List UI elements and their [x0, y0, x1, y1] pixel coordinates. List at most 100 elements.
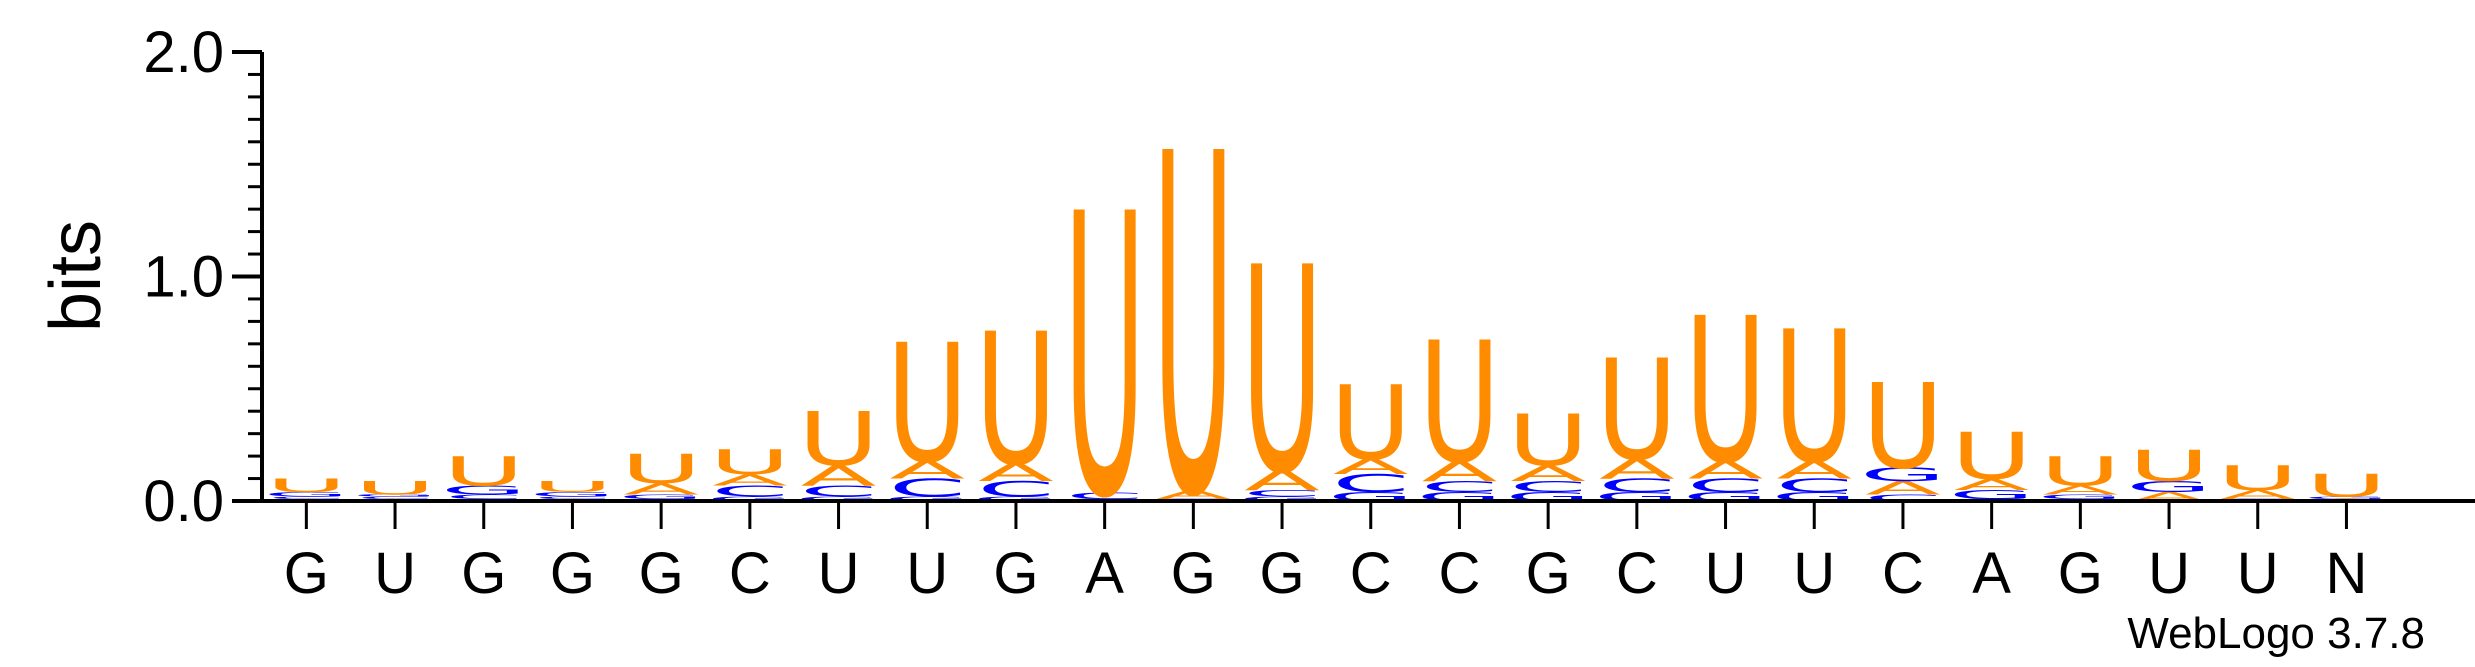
logo-letter-u: U: [1596, 330, 1677, 491]
logo-letter-u: U: [532, 478, 613, 496]
logo-letter-g: G: [352, 494, 438, 498]
logo-letter-u: U: [2306, 468, 2387, 504]
logo-letter-u: U: [1774, 293, 1855, 504]
logo-letter-u: U: [975, 295, 1056, 506]
logo-letter-c: C: [1687, 475, 1765, 497]
logo-letter-a: A: [2220, 487, 2296, 501]
weblogo-version: WebLogo 3.7.8: [2127, 609, 2425, 658]
logo-letter-u: U: [1862, 359, 1943, 495]
x-tick-label: U: [906, 541, 948, 606]
logo-letter-c: C: [800, 482, 878, 500]
logo-letter-a: A: [623, 480, 699, 498]
x-tick-label: C: [1882, 541, 1924, 606]
logo-letter-c: C: [1243, 488, 1321, 499]
logo-letter-g: G: [707, 495, 793, 502]
logo-letter-g: G: [441, 483, 527, 497]
logo-letter-u: U: [1685, 276, 1766, 508]
logo-letter-u: U: [620, 446, 701, 492]
logo-letter-g: G: [618, 493, 704, 500]
logo-letter-g: G: [2303, 496, 2389, 500]
logo-letter-c: C: [977, 477, 1055, 502]
x-tick-label: U: [374, 541, 416, 606]
x-tick-label: G: [1526, 541, 1571, 606]
logo-letter-a: A: [1865, 477, 1941, 499]
logo-letter-c: C: [1509, 478, 1587, 496]
logo-letter-u: U: [266, 475, 347, 497]
letter-stacks: ACGUACGUACGUACGUCGAUGCAUGCAUGCAUGCAUGCUG…: [263, 58, 2389, 601]
logo-letter-u: U: [2040, 448, 2121, 494]
logo-letter-c: C: [1421, 478, 1499, 496]
logo-letter-g: G: [529, 491, 615, 498]
x-tick-label: G: [639, 541, 684, 606]
x-tick-label: N: [2326, 541, 2368, 606]
logo-letter-c: C: [268, 496, 346, 500]
x-tick-label: G: [2058, 541, 2103, 606]
logo-letter-g: G: [1860, 464, 1946, 486]
logo-letter-c: C: [1864, 492, 1942, 503]
logo-letter-u: U: [1951, 420, 2032, 495]
logo-letter-g: G: [796, 495, 882, 502]
logo-letter-a: A: [889, 456, 965, 485]
logo-letter-a: A: [1333, 454, 1409, 479]
x-tick-label: A: [1085, 541, 1124, 606]
logo-letter-g: G: [2037, 493, 2123, 500]
logo-letter-a: A: [1688, 456, 1764, 485]
logo-letter-u: U: [887, 310, 968, 499]
logo-letter-a: A: [1776, 456, 1852, 485]
logo-letter-c: C: [1066, 490, 1144, 501]
logo-letter-c: C: [445, 493, 523, 500]
logo-letter-g: G: [263, 491, 349, 498]
x-tick-label: G: [461, 541, 506, 606]
x-tick-label: U: [1705, 541, 1747, 606]
logo-letter-u: U: [1507, 400, 1588, 482]
logo-letter-g: G: [2126, 478, 2212, 496]
logo-letter-a: A: [1599, 453, 1675, 485]
x-tick-label: G: [993, 541, 1038, 606]
x-tick-label: G: [284, 541, 329, 606]
x-tick-label: C: [729, 541, 771, 606]
logo-letter-c: C: [1332, 469, 1410, 498]
y-tick-label: 0.0: [143, 469, 224, 534]
logo-letter-u: U: [354, 477, 435, 499]
logo-letter-u: U: [798, 397, 879, 483]
logo-letter-a: A: [1421, 455, 1497, 487]
logo-letter-c: C: [711, 482, 789, 500]
x-tick-label: G: [550, 541, 595, 606]
y-axis-label: bits: [36, 220, 116, 332]
logo-letter-u: U: [2128, 441, 2209, 491]
y-tick-label: 2.0: [143, 20, 224, 85]
logo-letter-a: A: [1510, 461, 1586, 486]
logo-letter-u: U: [2217, 459, 2298, 498]
x-tick-label: A: [1972, 541, 2011, 606]
y-ticks: 0.0 1.0 2.0: [143, 20, 262, 534]
logo-letter-a: A: [978, 458, 1054, 487]
logo-letter-u: U: [1330, 365, 1411, 483]
logo-letter-g: G: [1949, 487, 2035, 501]
logo-letter-g: G: [973, 495, 1059, 502]
x-tick-label: G: [1171, 541, 1216, 606]
logo-letter-u: U: [709, 443, 790, 482]
logo-letter-a: A: [1954, 475, 2030, 493]
logo-letter-a: A: [712, 471, 788, 489]
logo-letter-c: C: [1775, 475, 1853, 497]
x-tick-label: C: [1350, 541, 1392, 606]
x-tick-label: C: [1616, 541, 1658, 606]
logo-letter-c: C: [888, 474, 966, 503]
logo-letter-g: G: [1239, 495, 1325, 502]
logo-letter-u: U: [1241, 206, 1322, 536]
x-tick-label: U: [2148, 541, 2190, 606]
x-tick-label: U: [818, 541, 860, 606]
x-tick-label: U: [2237, 541, 2279, 606]
logo-letter-a: A: [2042, 483, 2118, 497]
x-tick-label: U: [1793, 541, 1835, 606]
x-tick-label: G: [1259, 541, 1304, 606]
y-tick-label: 1.0: [143, 245, 224, 310]
logo-letter-a: A: [1244, 464, 1320, 496]
x-tick-label: C: [1439, 541, 1481, 606]
logo-letter-c: C: [1598, 475, 1676, 497]
logo-letter-a: A: [1155, 487, 1231, 501]
logo-letter-u: U: [1419, 308, 1500, 501]
logo-letter-c: C: [534, 496, 612, 500]
